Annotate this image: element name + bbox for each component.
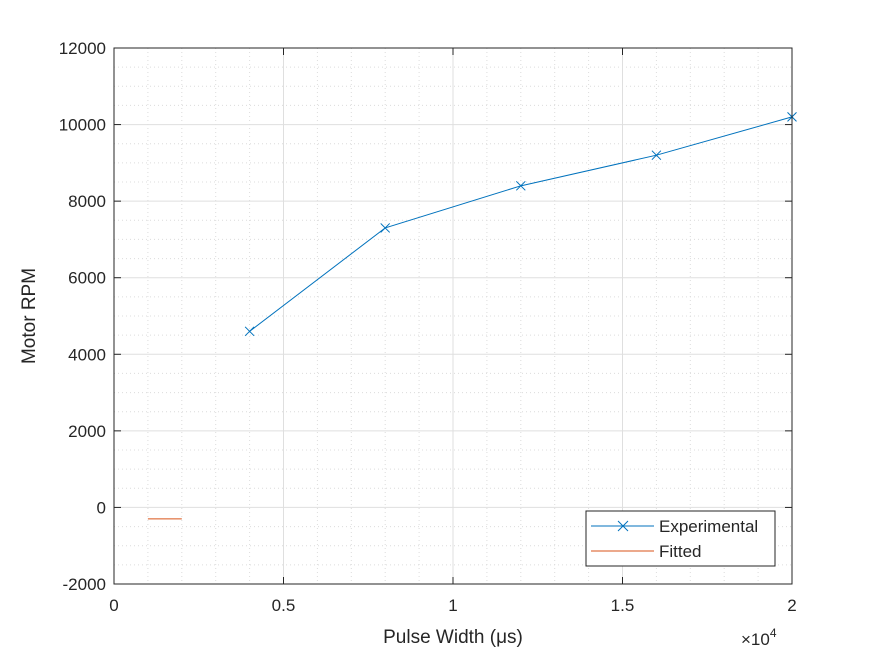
y-tick-label: 12000 — [59, 39, 106, 58]
y-tick-label: 4000 — [68, 345, 106, 364]
legend-marker-experimental — [617, 520, 629, 532]
x-tick-label: 1.5 — [611, 596, 635, 615]
x-tick-label: 2 — [787, 596, 796, 615]
data-point-marker — [244, 326, 255, 337]
x-tick-label: 1 — [448, 596, 457, 615]
y-tick-label: 0 — [97, 498, 106, 517]
ticks — [113, 47, 793, 585]
y-axis-label: Motor RPM — [19, 268, 40, 364]
y-tick-label: 8000 — [68, 192, 106, 211]
y-tick-label: -2000 — [63, 575, 106, 594]
y-tick-label: 10000 — [59, 116, 106, 135]
x-axis-label: Pulse Width (μs) — [383, 627, 523, 648]
legend-label-experimental: Experimental — [659, 517, 758, 536]
data-point-marker — [651, 150, 662, 161]
legend-label-fitted: Fitted — [659, 542, 702, 561]
data-point-marker — [380, 223, 391, 233]
x-exponent-label: ×104 — [741, 626, 777, 649]
y-tick-label: 2000 — [68, 422, 106, 441]
data-point-marker — [515, 180, 526, 191]
legend: Experimental Fitted — [585, 510, 776, 567]
tick-labels: 0 0.5 1 1.5 2-200002000400060008000100001200… — [59, 39, 797, 615]
legend-box — [585, 510, 776, 567]
y-tick-label: 6000 — [68, 269, 106, 288]
x-tick-label: 0.5 — [272, 596, 296, 615]
x-tick-label: 0 — [109, 596, 118, 615]
